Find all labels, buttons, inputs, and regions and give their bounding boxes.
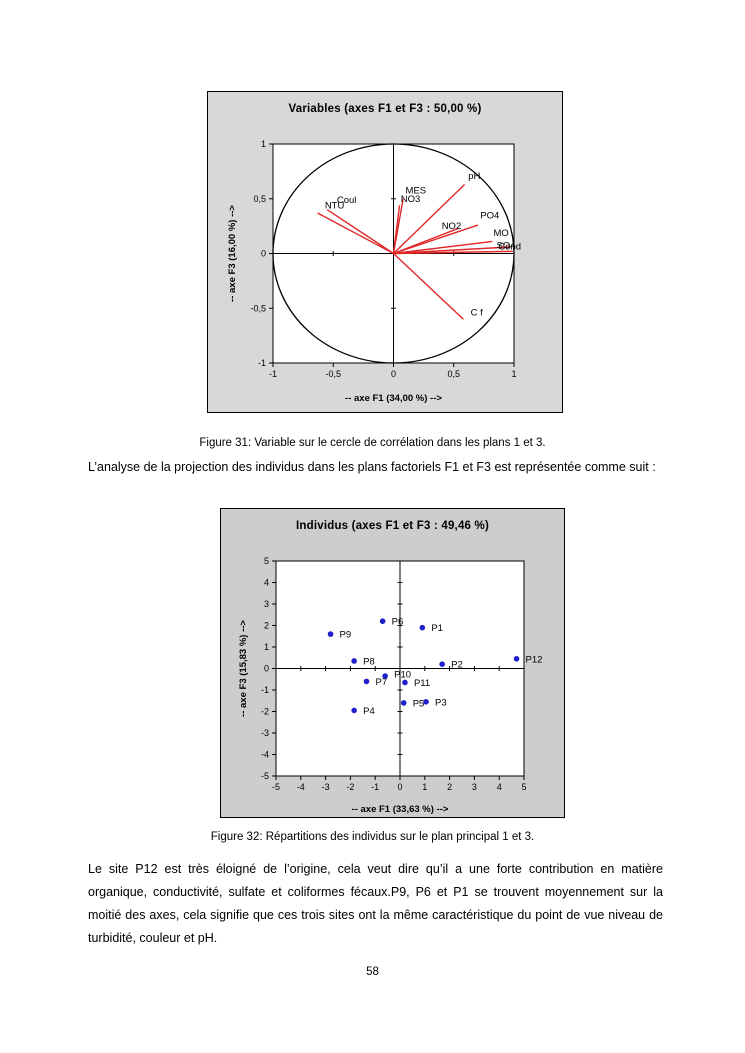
- figure32-chart: Individus (axes F1 et F3 : 49,46 %) -5 -4…: [220, 508, 565, 818]
- x-tick-label: 1: [511, 369, 516, 379]
- correlation-circle-plot: -1 -0,5 0 0,5 1 1 0,5 0 -0,5 -1 -- axe F1 (34,00 %…: [227, 139, 521, 404]
- y-tick-label: -2: [261, 707, 269, 717]
- x-tick-label: -2: [346, 782, 354, 792]
- vector-NTU: [317, 212, 394, 255]
- x-tick-label: -5: [272, 782, 280, 792]
- y-tick-label: 0,5: [253, 194, 266, 204]
- vector-label-NTU: NTU: [325, 201, 345, 212]
- x-tick-label: 2: [447, 782, 452, 792]
- point-label-P5: P5: [413, 698, 425, 709]
- vector-Coul: [326, 209, 394, 255]
- point-P9: [327, 631, 334, 637]
- vector-MO: [393, 240, 493, 255]
- y-tick-label: 0: [261, 249, 266, 259]
- y-tick-label: -1: [261, 685, 269, 695]
- x-axis-label: -- axe F1 (34,00 %) -->: [345, 393, 442, 404]
- y-tick-label: -5: [261, 771, 269, 781]
- vector-label-SO4: SO4: [497, 241, 516, 252]
- point-label-P7: P7: [376, 677, 388, 688]
- figure31-caption: Figure 31: Variable sur le cercle de cor…: [199, 437, 546, 449]
- point-label-P4: P4: [363, 706, 375, 717]
- x-tick-label: 5: [521, 782, 526, 792]
- vector-label-pH: pH: [468, 171, 480, 182]
- vector-C f: [393, 252, 464, 320]
- point-P5: [400, 700, 407, 706]
- x-tick-label: 0: [391, 369, 396, 379]
- page-number: 58: [366, 966, 379, 978]
- point-label-P10: P10: [394, 670, 411, 681]
- point-label-P11: P11: [414, 678, 430, 689]
- point-P6: [379, 618, 386, 624]
- figure32-chart-title: Individus (axes F1 et F3 : 49,46 %): [296, 520, 489, 532]
- vector-label-MO: MO: [494, 228, 509, 239]
- x-tick-label: 1: [422, 782, 427, 792]
- y-axis-label: -- axe F3 (15,83 %) -->: [238, 620, 249, 717]
- point-label-P12: P12: [526, 654, 543, 665]
- point-label-P6: P6: [392, 617, 404, 628]
- x-tick-label: 4: [497, 782, 502, 792]
- x-tick-label: -3: [322, 782, 330, 792]
- y-tick-label: -3: [261, 728, 269, 738]
- correlation-circle: [272, 143, 515, 364]
- y-tick-label: 1: [261, 139, 266, 149]
- vector-NO2: [393, 227, 459, 255]
- y-tick-label: -4: [261, 750, 269, 760]
- vector-SO4: [393, 246, 511, 255]
- point-P2: [439, 661, 445, 667]
- y-tick-label: 0: [264, 664, 269, 674]
- point-P8: [351, 658, 357, 664]
- y-tick-label: -1: [258, 358, 266, 368]
- y-tick-label: 2: [264, 621, 269, 631]
- point-label-P3: P3: [435, 697, 447, 708]
- x-tick-label: -4: [297, 782, 305, 792]
- body-paragraph: Le site P12 est très éloigné de l’origin…: [88, 862, 663, 945]
- vector-label-MES: MES: [406, 185, 427, 196]
- intro-paragraph: L’analyse de la projection des individus…: [88, 460, 656, 474]
- y-tick-label: 4: [264, 578, 269, 588]
- point-label-P2: P2: [451, 660, 463, 671]
- point-P7: [363, 678, 370, 685]
- point-P10: [382, 673, 388, 679]
- x-tick-label: 0: [397, 782, 402, 792]
- x-tick-label: 3: [472, 782, 477, 792]
- point-label-P8: P8: [363, 656, 375, 667]
- vector-label-Cond: Cond: [498, 242, 521, 253]
- point-P12: [513, 656, 520, 662]
- individuals-scatter-plot: -5 -4 -3 -2 -1 0 1 2 3 4 5 5 4 3 2 1 0 -1 -2 -3 -4 -5 -- axe F…: [238, 556, 543, 815]
- y-axis-label: -- axe F3 (16,00 %) -->: [227, 205, 238, 302]
- point-P1: [419, 624, 426, 631]
- vector-label-NO2: NO2: [442, 221, 462, 232]
- vector-NO3: [392, 205, 401, 254]
- point-P4: [351, 707, 357, 714]
- vector-label-C f: C f: [471, 307, 484, 318]
- vector-label-PO4: PO4: [480, 210, 499, 221]
- x-tick-label: -0,5: [325, 369, 341, 379]
- figure32-caption: Figure 32: Répartitions des individus su…: [210, 831, 535, 843]
- vector-pH: [393, 184, 466, 255]
- x-tick-label: -1: [269, 369, 277, 379]
- point-label-P1: P1: [431, 623, 443, 634]
- vector-label-NO3: NO3: [401, 194, 421, 205]
- point-P11: [402, 679, 408, 686]
- y-tick-label: -0,5: [250, 303, 266, 313]
- y-tick-label: 3: [264, 599, 269, 609]
- point-label-P9: P9: [340, 630, 352, 641]
- x-axis-label: -- axe F1 (33,63 %) -->: [352, 804, 449, 815]
- vector-Cond: [393, 250, 513, 255]
- point-P3: [423, 699, 429, 705]
- x-tick-label: 0,5: [447, 369, 460, 379]
- figure31-chart: Variables (axes F1 et F3 : 50,00 %) -1 -0…: [207, 91, 563, 413]
- x-tick-label: -1: [371, 782, 379, 792]
- y-tick-label: 5: [264, 556, 269, 566]
- vector-label-Coul: Coul: [337, 195, 357, 206]
- y-tick-label: 1: [264, 642, 269, 652]
- figure31-chart-title: Variables (axes F1 et F3 : 50,00 %): [288, 103, 482, 115]
